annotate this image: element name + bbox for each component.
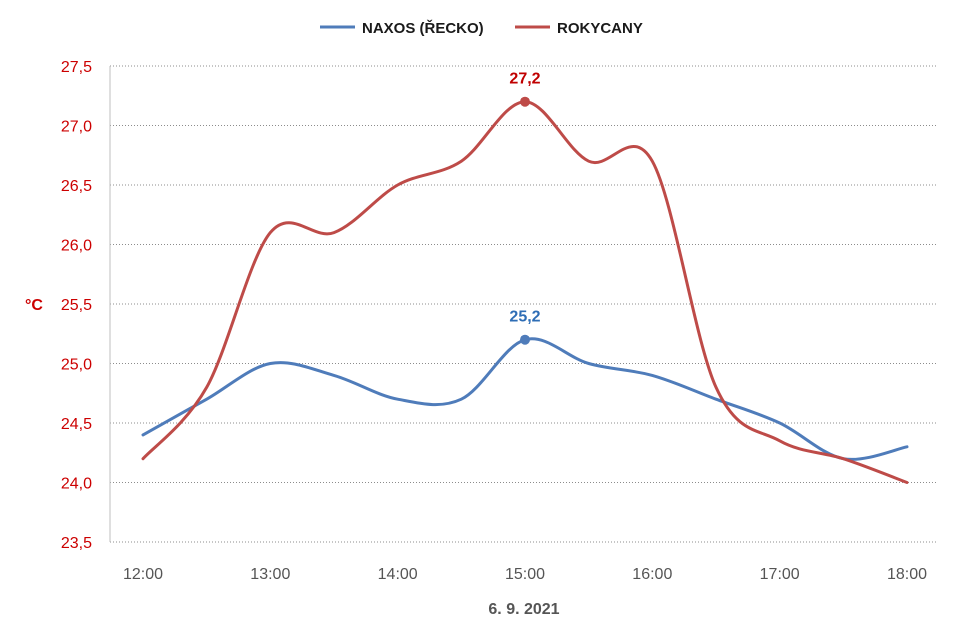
series-line-0 — [141, 337, 909, 461]
data-labels: 25,2 27,2 — [509, 71, 540, 326]
x-tick-label: 12:00 — [123, 566, 163, 583]
y-axis-label: °C — [25, 297, 43, 314]
y-tick-label: 23,5 — [61, 535, 92, 552]
y-tick-label: 24,5 — [61, 416, 92, 433]
legend-label-rokycany: ROKYCANY — [557, 20, 643, 37]
y-tick-label: 24,0 — [61, 476, 92, 493]
legend-label-naxos: NAXOS (ŘECKO) — [362, 19, 484, 37]
data-label-0: 25,2 — [509, 309, 540, 326]
x-tick-label: 18:00 — [887, 566, 927, 583]
y-tick-label: 26,0 — [61, 238, 92, 255]
peak-marker-1 — [520, 96, 530, 107]
y-tick-label: 25,0 — [61, 357, 92, 374]
y-tick-label: 26,5 — [61, 178, 92, 195]
data-label-1: 27,2 — [509, 71, 540, 88]
y-tick-labels: 23,5 24,0 24,5 25,0 25,5 26,0 26,5 27,0 27,5 — [61, 59, 92, 552]
peak-marker-0 — [520, 334, 530, 345]
x-axis-label: 6. 9. 2021 — [488, 601, 559, 618]
series-line-1 — [141, 100, 909, 484]
y-tick-label: 27,0 — [61, 119, 92, 136]
x-tick-label: 15:00 — [505, 566, 545, 583]
x-tick-label: 16:00 — [632, 566, 672, 583]
series-lines — [141, 96, 909, 484]
x-tick-label: 17:00 — [760, 566, 800, 583]
y-tick-label: 25,5 — [61, 297, 92, 314]
gridlines — [110, 65, 938, 543]
x-tick-label: 14:00 — [378, 566, 418, 583]
y-tick-label: 27,5 — [61, 59, 92, 76]
legend: NAXOS (ŘECKO) ROKYCANY — [320, 19, 643, 37]
x-tick-labels: 12:00 13:00 14:00 15:00 16:00 17:00 18:00 — [123, 566, 927, 583]
x-tick-label: 13:00 — [250, 566, 290, 583]
